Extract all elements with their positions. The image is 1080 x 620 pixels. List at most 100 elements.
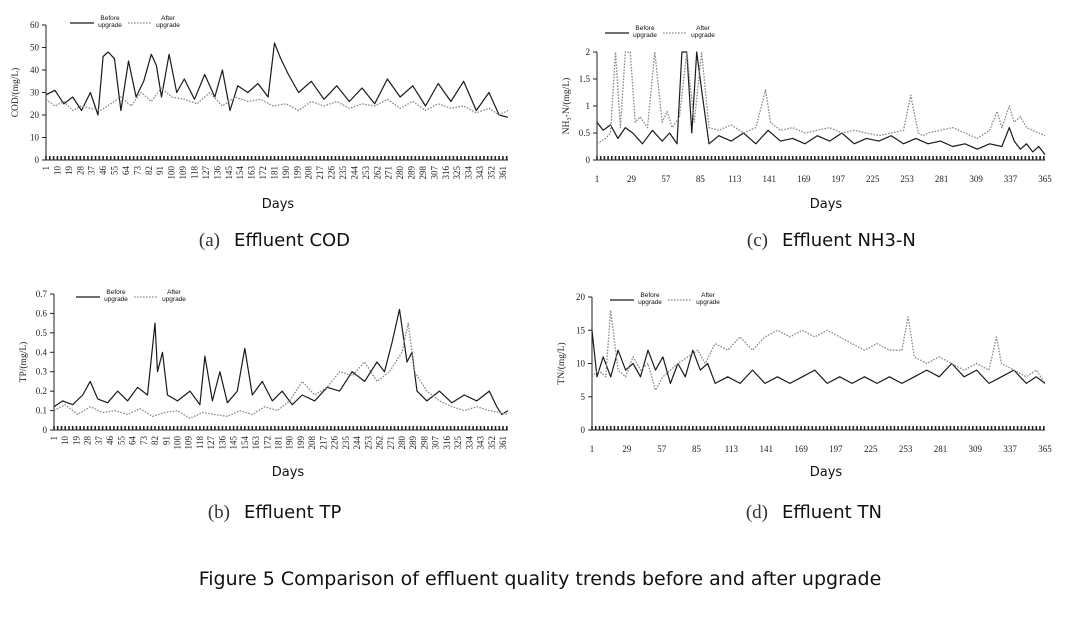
x-tick-label: 197: [831, 174, 845, 184]
x-minor-ticks: [596, 156, 1045, 160]
y-axis-label: TN/(mg/L): [556, 342, 567, 384]
x-axis-label: Days: [810, 197, 843, 212]
x-tick-label: 199: [296, 436, 306, 450]
x-tick-label: 145: [224, 166, 234, 180]
y-tick-label: 0.3: [36, 367, 48, 377]
x-tick-label: 10: [52, 166, 62, 176]
x-tick-label: 169: [794, 444, 808, 454]
panel-caption-letter: (c): [747, 230, 768, 251]
x-tick-label: 172: [258, 166, 268, 180]
x-tick-label: 136: [212, 166, 222, 180]
y-tick-label: 0: [586, 155, 591, 165]
x-tick-label: 197: [829, 444, 843, 454]
x-tick-label: 113: [725, 444, 739, 454]
x-axis-label: Days: [262, 197, 295, 212]
legend: Before upgrade After upgrade: [70, 15, 180, 29]
legend-label-after: After upgrade: [162, 289, 186, 303]
x-tick-label: 208: [304, 166, 314, 180]
x-tick-label: 281: [934, 444, 948, 454]
y-tick-label: 50: [30, 43, 40, 53]
x-minor-ticks: [53, 426, 508, 430]
panel-caption-text: Effluent COD: [234, 230, 350, 251]
x-tick-label: 289: [408, 436, 418, 450]
y-tick-label: 0.2: [36, 386, 47, 396]
x-tick-label: 225: [864, 444, 878, 454]
x-tick-label: 64: [121, 166, 131, 176]
x-tick-label: 91: [155, 166, 165, 175]
x-tick-label: 334: [464, 436, 474, 450]
x-tick-label: 298: [418, 166, 428, 180]
y-tick-label: 0.6: [36, 308, 48, 318]
x-tick-label: 309: [969, 444, 983, 454]
x-tick-label: 29: [627, 174, 637, 184]
x-tick-label: 253: [363, 436, 373, 450]
x-tick-label: 253: [899, 444, 913, 454]
x-tick-label: 280: [397, 436, 407, 450]
y-tick-label: 1.5: [579, 74, 591, 84]
x-tick-label: 91: [161, 436, 171, 445]
chart-c: 0 0.5 1 1.5 2 1 29 57 85 113 141 169 197 225 253 281 309…: [561, 25, 1052, 251]
x-tick-label: 361: [498, 436, 508, 450]
x-tick-label: 365: [1038, 174, 1052, 184]
x-tick-label: 271: [386, 436, 396, 450]
y-tick-label: 5: [581, 392, 586, 402]
y-tick-label: 1: [586, 101, 591, 111]
x-tick-label: 19: [64, 166, 74, 176]
x-tick-label: 1: [49, 436, 59, 441]
series-line-before: [45, 42, 509, 118]
x-tick-label: 190: [281, 166, 291, 180]
y-tick-label: 10: [30, 133, 40, 143]
x-tick-label: 181: [269, 166, 279, 180]
panel-caption-letter: (d): [746, 502, 768, 523]
x-tick-label: 127: [201, 166, 211, 180]
x-tick-label: 172: [262, 436, 272, 450]
x-tick-label: 253: [900, 174, 914, 184]
y-tick-label: 0.5: [36, 328, 48, 338]
x-tick-label: 181: [274, 436, 284, 450]
x-tick-label: 343: [475, 166, 485, 180]
series-line-after: [596, 51, 1046, 145]
x-tick-label: 208: [307, 436, 317, 450]
y-tick-label: 0.4: [36, 347, 48, 357]
x-tick-label: 316: [441, 166, 451, 180]
x-tick-label: 307: [431, 436, 441, 450]
x-tick-label: 113: [728, 174, 742, 184]
legend-label-before: Before upgrade: [104, 289, 128, 303]
x-tick-label: 217: [315, 166, 325, 180]
legend-label-after: After upgrade: [156, 15, 180, 29]
x-tick-label: 352: [487, 436, 497, 450]
x-tick-label: 19: [71, 436, 81, 446]
y-tick-label: 0: [43, 425, 48, 435]
y-tick-label: 2: [586, 47, 591, 57]
x-tick-label: 235: [338, 166, 348, 180]
y-tick-label: 30: [30, 88, 40, 98]
x-tick-label: 57: [657, 444, 667, 454]
x-tick-label: 82: [150, 436, 160, 445]
x-tick-label: 82: [144, 166, 154, 175]
x-tick-label: 37: [87, 166, 97, 176]
x-tick-label: 109: [178, 166, 188, 180]
x-tick-label: 85: [692, 444, 702, 454]
x-tick-label: 109: [184, 436, 194, 450]
x-tick-label: 289: [407, 166, 417, 180]
x-tick-label: 298: [419, 436, 429, 450]
x-tick-label: 271: [384, 166, 394, 180]
x-tick-label: 225: [866, 174, 880, 184]
x-tick-label: 1: [590, 444, 595, 454]
y-tick-label: 20: [576, 292, 586, 302]
y-axis-label: COD/(mg/L): [10, 68, 21, 118]
x-tick-label: 226: [327, 166, 337, 180]
series-line-after: [591, 309, 1046, 391]
legend-label-after: After upgrade: [691, 25, 715, 39]
series-line-after: [53, 322, 509, 419]
x-tick-label: 307: [429, 166, 439, 180]
x-tick-label: 281: [935, 174, 949, 184]
x-tick-label: 309: [969, 174, 983, 184]
x-tick-label: 10: [60, 436, 70, 446]
x-tick-label: 1: [595, 174, 600, 184]
x-tick-label: 28: [75, 166, 85, 176]
series-line-after: [45, 87, 509, 116]
x-tick-label: 46: [105, 436, 115, 446]
y-tick-label: 15: [576, 325, 586, 335]
